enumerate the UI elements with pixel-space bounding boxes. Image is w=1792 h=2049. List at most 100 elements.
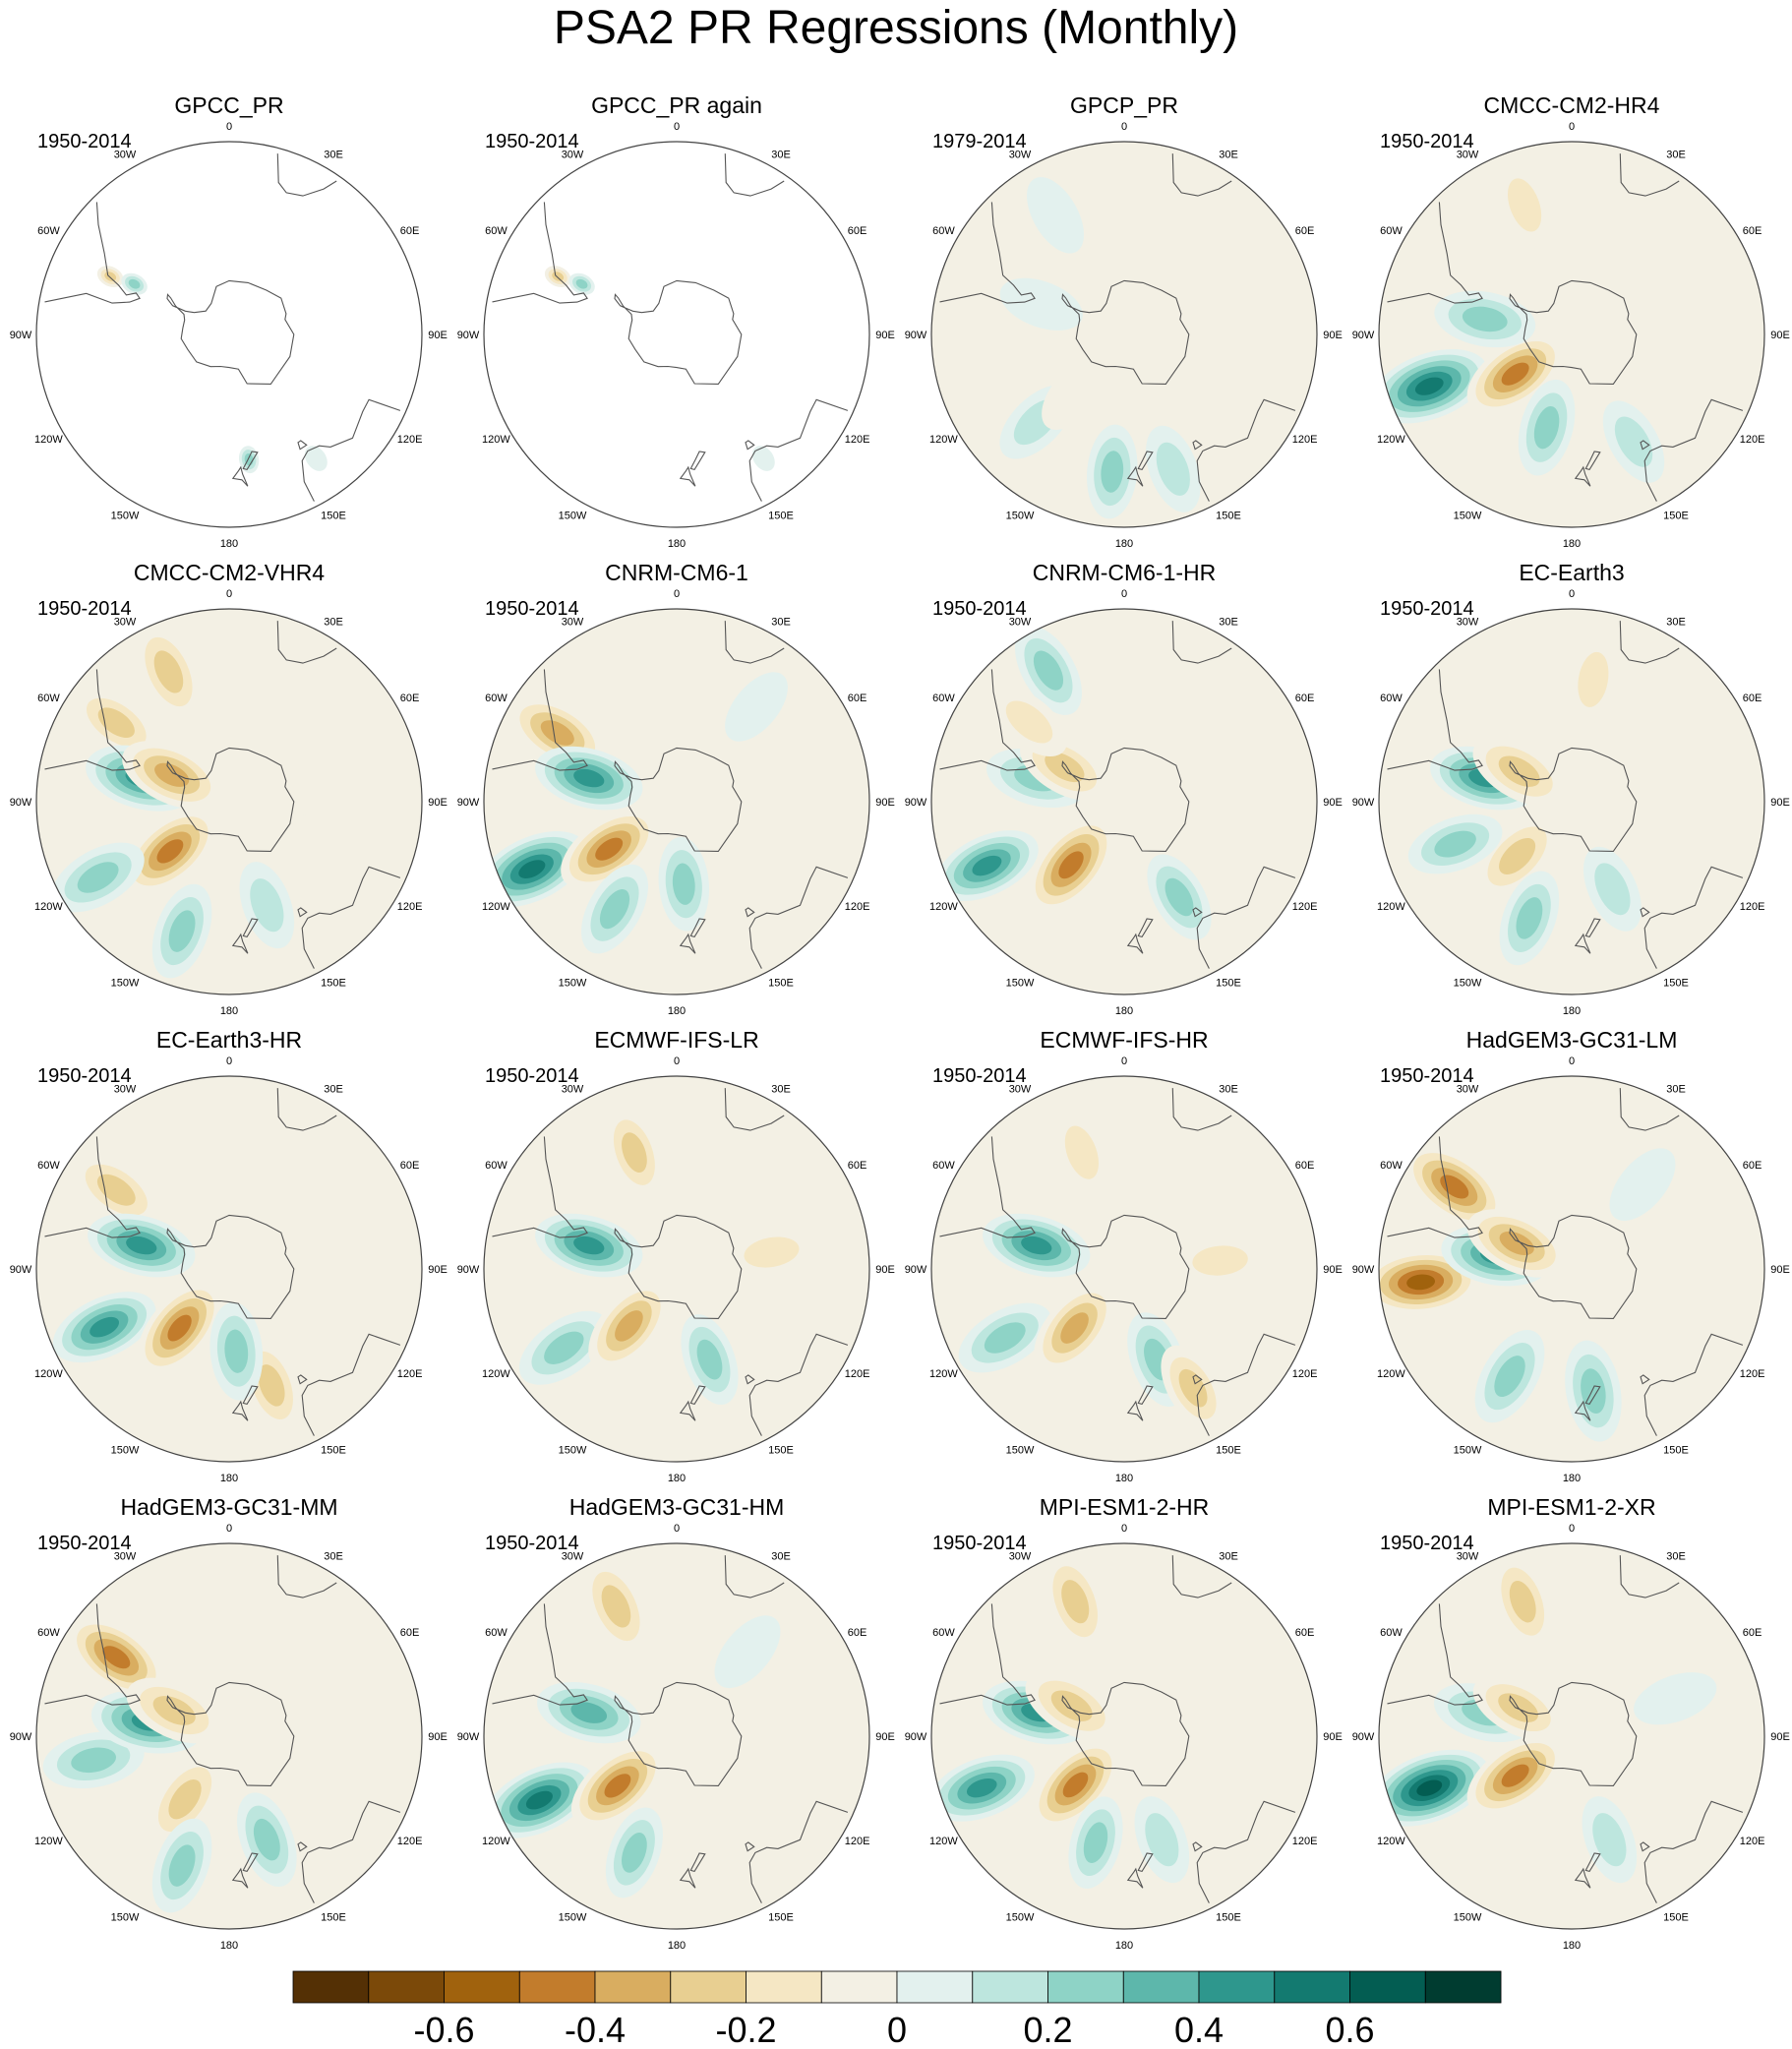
- longitude-label: 180: [220, 538, 238, 550]
- longitude-label: 0: [1569, 1523, 1575, 1535]
- colorbar-segment: [1198, 1970, 1276, 2004]
- longitude-label: 120E: [1292, 1368, 1318, 1380]
- longitude-label: 120W: [1377, 1836, 1405, 1847]
- map-field: [484, 1076, 869, 1462]
- longitude-label: 60E: [848, 693, 867, 704]
- longitude-label: 120W: [1377, 1368, 1405, 1380]
- longitude-label: 90E: [1323, 330, 1343, 341]
- panel-title: GPCP_PR: [1070, 92, 1178, 118]
- coastline-tasmania: [1640, 440, 1650, 451]
- longitude-label: 60E: [1743, 1160, 1762, 1172]
- longitude-label: 30E: [1666, 1550, 1686, 1562]
- longitude-label: 90W: [457, 797, 480, 809]
- longitude-label: 30W: [1457, 616, 1479, 628]
- contour-region: [615, 1310, 643, 1342]
- map-background: [36, 609, 422, 994]
- longitude-label: 0: [1121, 121, 1127, 133]
- coastline-new-zealand: [1584, 1852, 1601, 1873]
- longitude-label: 30E: [1666, 616, 1686, 628]
- coastline-africa: [276, 621, 337, 664]
- contour-region: [984, 1322, 1026, 1354]
- colorbar-segment: [896, 1970, 974, 2004]
- longitude-label: 150E: [1216, 1445, 1241, 1457]
- panel-period: 1950-2014: [485, 1065, 579, 1087]
- longitude-label: 120E: [1740, 901, 1765, 913]
- coastline-australia: [1196, 866, 1296, 969]
- longitude-label: 90E: [875, 1731, 895, 1743]
- longitude-label: 0: [1569, 1055, 1575, 1067]
- coastline-australia: [748, 398, 849, 502]
- map-border: [930, 141, 1318, 528]
- longitude-label: 60W: [932, 1627, 955, 1639]
- map-border: [1378, 141, 1765, 528]
- longitude-label: 30W: [562, 1083, 584, 1095]
- map-background: [484, 609, 869, 994]
- longitude-label: 90W: [1352, 1264, 1375, 1276]
- longitude-label: 120W: [34, 901, 63, 913]
- longitude-label: 0: [1121, 588, 1127, 600]
- figure-title: PSA2 PR Regressions (Monthly): [554, 2, 1238, 54]
- coastline-tasmania: [1192, 907, 1203, 918]
- longitude-label: 180: [1563, 1005, 1581, 1017]
- longitude-label: 150W: [1006, 1912, 1035, 1924]
- longitude-label: 30W: [562, 149, 584, 160]
- contour-region: [518, 860, 546, 878]
- coastline-africa: [276, 1088, 337, 1131]
- map-panel: GPCP_PR 1979-2014 0 30E 60E 90E 120E 150E 180 150…: [905, 92, 1343, 550]
- map-border: [35, 1075, 423, 1463]
- longitude-label: 150W: [1454, 1912, 1482, 1924]
- map-border: [35, 1542, 423, 1930]
- colorbar-segment: [1047, 1970, 1124, 2004]
- longitude-label: 150E: [1663, 1445, 1689, 1457]
- longitude-label: 120E: [1292, 434, 1318, 446]
- longitude-label: 30E: [771, 1550, 791, 1562]
- longitude-label: 30E: [771, 1083, 791, 1095]
- coastline-tasmania: [297, 440, 308, 451]
- longitude-label: 90E: [1323, 1731, 1343, 1743]
- longitude-label: 150E: [321, 1445, 346, 1457]
- longitude-label: 30E: [1219, 1550, 1238, 1562]
- map-field: [36, 142, 422, 527]
- longitude-label: 90W: [10, 1731, 32, 1743]
- coastline-tasmania: [1192, 1374, 1203, 1385]
- longitude-label: 90E: [1323, 1264, 1343, 1276]
- longitude-label: 120W: [34, 434, 63, 446]
- panel-title: EC-Earth3: [1519, 560, 1624, 585]
- longitude-label: 60E: [1743, 693, 1762, 704]
- coastline-south-america: [492, 1603, 588, 1706]
- longitude-label: 60W: [37, 693, 60, 704]
- coastline-tasmania: [1640, 1841, 1650, 1852]
- colorbar-segment: [746, 1970, 822, 2004]
- longitude-label: 90W: [1352, 797, 1375, 809]
- colorbar-tick-label: -0.6: [413, 2010, 474, 2049]
- coastline-south-america: [1387, 1136, 1483, 1238]
- panel-title: GPCC_PR again: [591, 92, 762, 118]
- longitude-label: 60E: [848, 1160, 867, 1172]
- longitude-label: 0: [226, 1055, 232, 1067]
- panel-period: 1950-2014: [932, 1533, 1027, 1554]
- longitude-label: 90E: [428, 330, 448, 341]
- map-field: [484, 1543, 869, 1929]
- contour-region: [168, 1844, 196, 1887]
- map-background: [36, 142, 422, 527]
- longitude-label: 60E: [400, 225, 420, 237]
- contour-region: [622, 1833, 647, 1873]
- contour-region: [1501, 1764, 1529, 1787]
- contour-region: [1416, 1779, 1443, 1796]
- contour-region: [1533, 405, 1560, 450]
- longitude-label: 150W: [1454, 1445, 1482, 1457]
- longitude-label: 120W: [929, 434, 958, 446]
- coastline-tasmania: [1192, 1841, 1203, 1852]
- coastline-new-zealand: [679, 465, 696, 487]
- longitude-label: 180: [1563, 538, 1581, 550]
- contour-region: [1005, 700, 1053, 744]
- coastline-new-zealand: [231, 1400, 249, 1421]
- panel-period: 1950-2014: [1380, 598, 1474, 620]
- longitude-label: 120W: [482, 434, 510, 446]
- contour-region: [999, 277, 1083, 331]
- coastline-new-zealand: [242, 918, 259, 938]
- map-border: [35, 608, 423, 995]
- contour-region: [1462, 306, 1508, 332]
- longitude-label: 60W: [485, 1160, 508, 1172]
- contour-region: [751, 446, 775, 471]
